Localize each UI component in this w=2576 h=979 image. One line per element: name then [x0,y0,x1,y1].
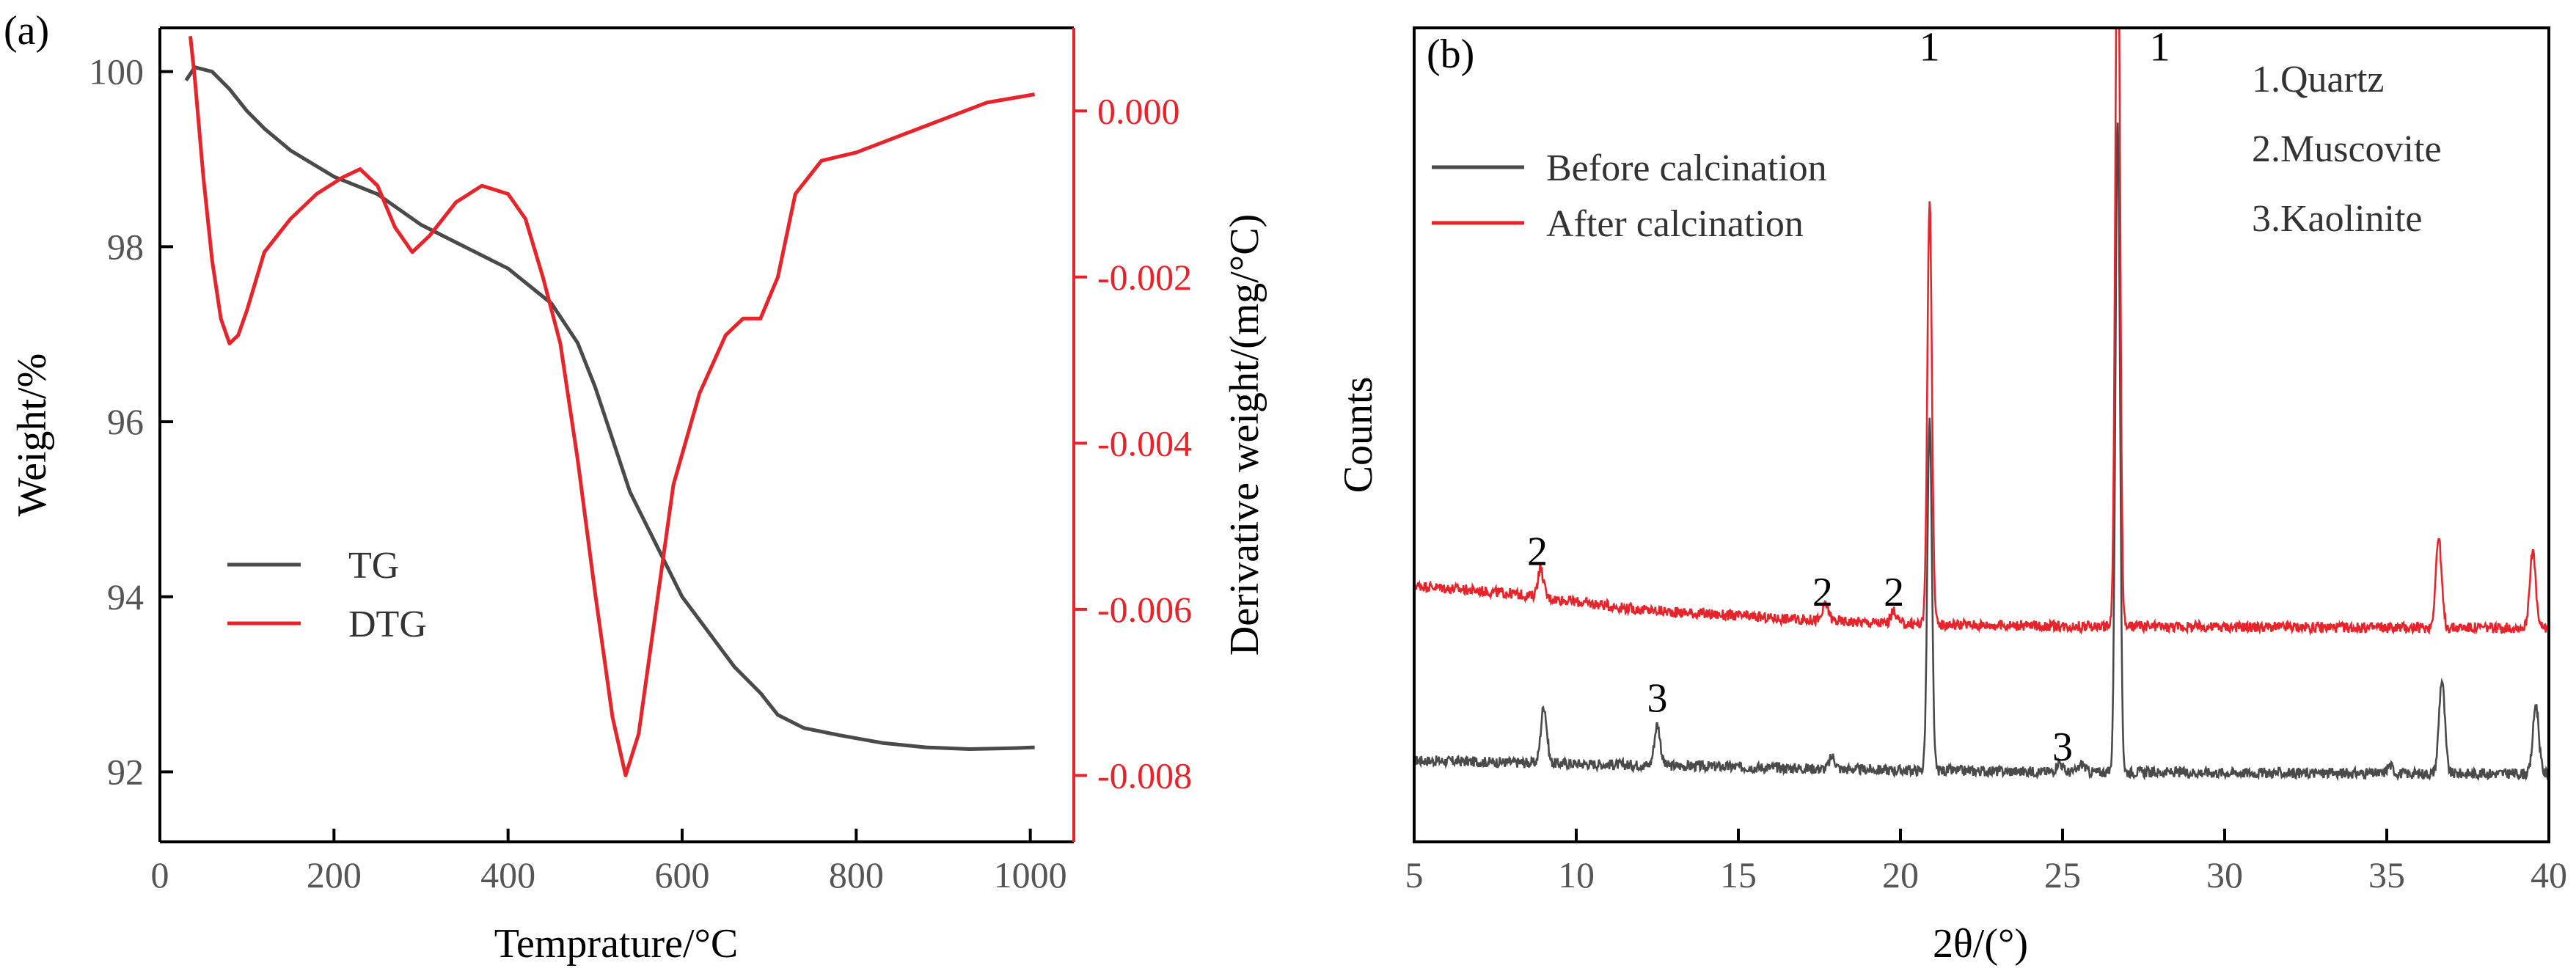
panel-b-plot [1414,28,2549,782]
panel-a-y2-axis-title: Derivative weight/(mg/°C) [1222,214,1267,656]
panel-a-frame [160,28,1074,842]
x-tick-label: 25 [2044,854,2081,895]
peak-label: 2 [1527,529,1548,575]
panel-a-y-axis-title: Weight/% [10,353,55,517]
panel-b-peak-labels: 1 1 2 2 2 3 3 [1527,24,2170,770]
peak-label: 2 [1884,570,1904,615]
panel-b-xrd: (b) 5 10 15 20 25 30 35 40 2θ/(°) Counts Before… [1336,24,2567,967]
x-tick-label: 1000 [994,854,1067,895]
x-tick-label: 20 [1882,854,1919,895]
panel-b-legend: Before calcination After calcination [1432,147,1827,245]
x-tick-label: 0 [151,854,169,895]
panel-a-legend: TG DTG [227,545,427,645]
x-tick-label: 10 [1558,854,1595,895]
panel-a-y-ticks: 92 94 96 98 100 [89,51,173,793]
y-tick-label: 100 [89,51,144,92]
peak-label: 2 [1812,570,1833,615]
y-tick-label: 96 [107,401,144,442]
y2-tick-label: -0.004 [1097,422,1192,463]
x-tick-label: 40 [2531,854,2567,895]
x-tick-label: 600 [655,854,710,895]
y2-tick-label: -0.006 [1097,589,1192,630]
series-before-calcination-line [1414,122,2549,782]
legend-tg-label: TG [348,545,399,587]
phase-muscovite: 2.Muscovite [2252,128,2442,170]
x-tick-label: 800 [829,854,884,895]
series-tg-line [184,65,1035,751]
panel-a-x-ticks: 0 200 400 600 800 1000 [151,829,1067,895]
y-tick-label: 98 [107,226,144,267]
phase-quartz: 1.Quartz [2252,59,2384,100]
legend-before-label: Before calcination [1546,147,1827,189]
panel-b-x-ticks: 5 10 15 20 25 30 35 40 [1405,829,2567,895]
panel-b-x-axis-title: 2θ/(°) [1933,921,2028,967]
panel-b-frame [1413,26,2550,843]
peak-label: 3 [2052,725,2073,770]
panel-a-label: (a) [4,8,49,54]
panel-a-tga: (a) 0 200 400 600 800 1000 92 94 96 98 100 0.000 -… [4,8,1267,967]
y2-tick-label: -0.008 [1097,755,1192,796]
y-tick-label: 94 [107,576,144,617]
panel-a-plot [184,36,1036,777]
x-tick-label: 35 [2368,854,2405,895]
phase-list: 1.Quartz 2.Muscovite 3.Kaolinite [2252,59,2442,240]
series-after-calcination-line [1414,28,2549,637]
peak-label: 3 [1647,675,1668,721]
y-tick-label: 92 [107,752,144,793]
x-tick-label: 15 [1720,854,1757,895]
panel-a-x-axis-title: Temprature/°C [494,921,739,967]
panel-b-label: (b) [1427,32,1474,77]
peak-label: 1 [1920,24,1940,70]
x-tick-label: 400 [480,854,535,895]
phase-kaolinite: 3.Kaolinite [2252,198,2423,240]
series-dtg-line [189,36,1036,777]
x-tick-label: 5 [1405,854,1424,895]
legend-after-label: After calcination [1546,203,1804,245]
panel-b-y-axis-title: Counts [1336,377,1381,494]
y2-tick-label: 0.000 [1097,90,1180,131]
y2-tick-label: -0.002 [1097,257,1192,298]
peak-label: 1 [2150,24,2170,70]
legend-dtg-label: DTG [348,604,427,645]
x-tick-label: 200 [307,854,362,895]
panel-a-y2-ticks: 0.000 -0.002 -0.004 -0.006 -0.008 [1074,90,1192,796]
x-tick-label: 30 [2206,854,2243,895]
